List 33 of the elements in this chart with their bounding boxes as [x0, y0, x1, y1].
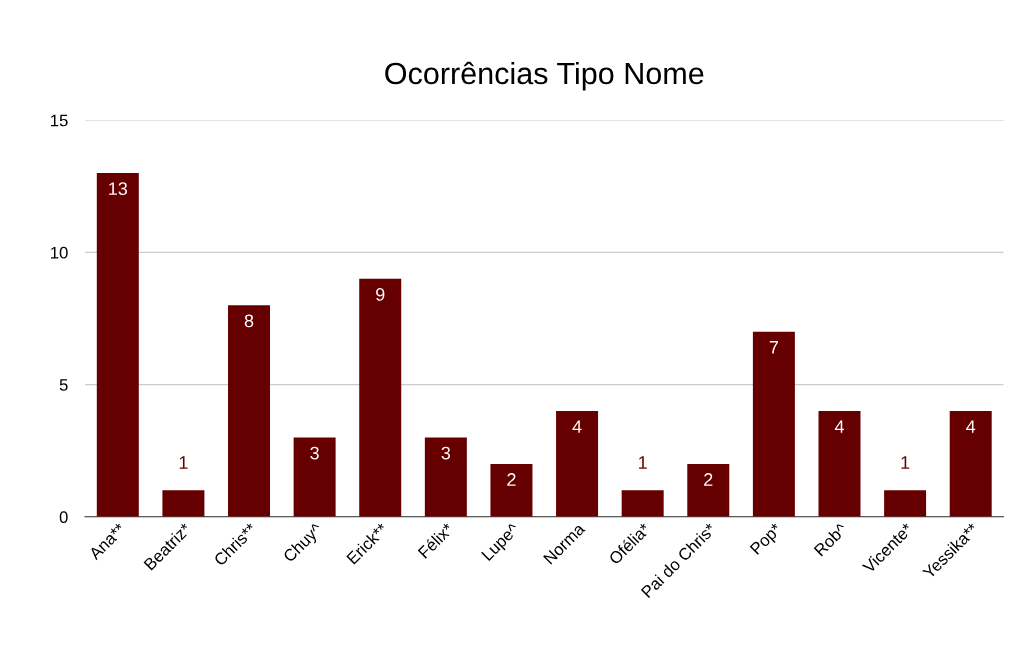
data-label: 4: [834, 420, 844, 433]
data-label: 1: [639, 456, 647, 469]
data-label: 4: [966, 420, 976, 433]
bar: [884, 490, 927, 517]
data-label: 3: [441, 446, 451, 460]
data-label: 9: [376, 288, 385, 301]
bar: [752, 331, 795, 517]
data-label: 2: [507, 473, 516, 486]
chart-title: Ocorrências Tipo Nome: [385, 61, 704, 91]
bar: [359, 278, 402, 517]
data-label: 1: [179, 456, 188, 469]
data-label: 7: [769, 341, 778, 354]
bar: [162, 490, 205, 517]
bar: [228, 305, 271, 517]
bar: [621, 490, 664, 517]
bar: [949, 411, 992, 517]
data-label: 8: [244, 314, 254, 328]
bar: [556, 411, 599, 517]
y-tick-label: 5: [59, 379, 68, 391]
data-label: 13: [109, 182, 128, 196]
data-label: 3: [310, 446, 319, 460]
data-label: 4: [572, 420, 582, 433]
bar: [96, 173, 139, 517]
bar: [687, 463, 730, 517]
bar: [293, 437, 336, 517]
y-tick-label: 10: [51, 246, 68, 259]
y-tick-label: 0: [59, 511, 68, 523]
bar: [818, 411, 861, 517]
bar: [490, 463, 533, 517]
data-label: 1: [901, 456, 910, 469]
bar: [424, 437, 467, 517]
y-tick-label: 15: [51, 114, 68, 127]
data-label: 2: [704, 473, 713, 486]
